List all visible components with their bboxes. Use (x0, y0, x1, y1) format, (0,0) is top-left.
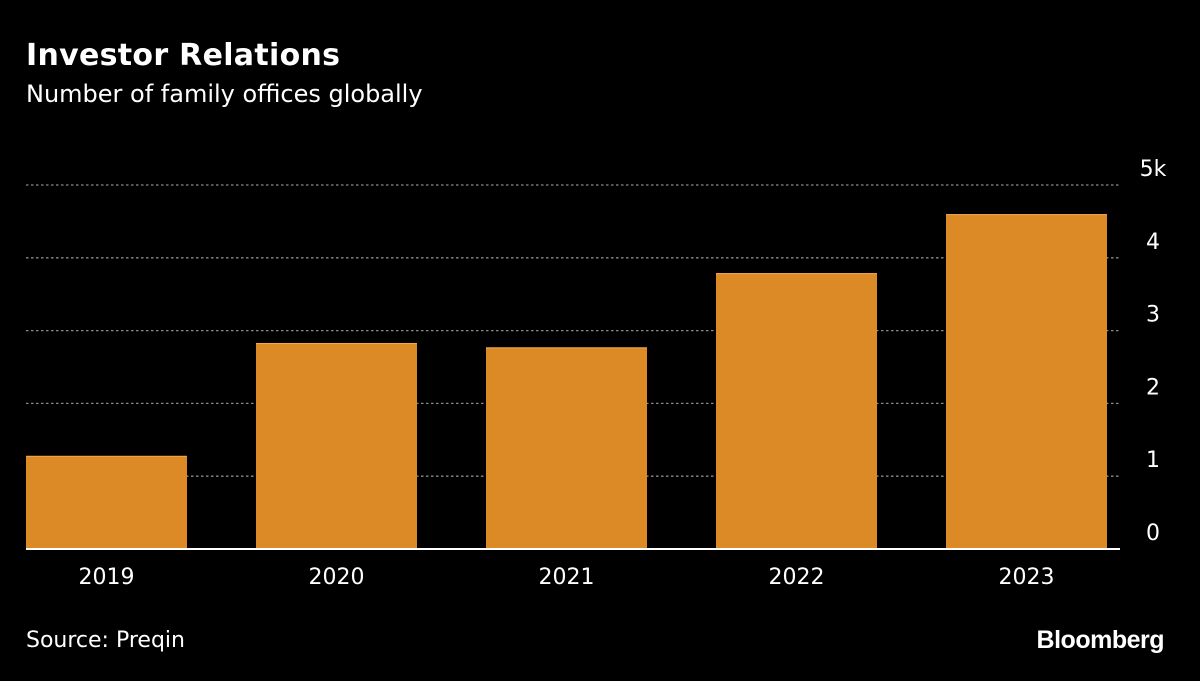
y-tick-label: 1 (1146, 448, 1160, 473)
chart-subtitle: Number of family offices globally (26, 80, 423, 108)
y-tick-label: 2 (1146, 375, 1160, 400)
bloomberg-logo: Bloomberg (1036, 626, 1165, 654)
source-note: Source: Preqin (26, 628, 185, 653)
bar-2020 (256, 342, 417, 549)
x-tick-label: 2022 (769, 565, 825, 590)
y-tick-label: 0 (1146, 521, 1160, 546)
x-tick-label: 2020 (309, 565, 365, 590)
chart-title: Investor Relations (26, 38, 341, 73)
bar-2019 (26, 455, 187, 549)
bar-2022 (716, 273, 877, 549)
x-tick-label: 2021 (539, 565, 595, 590)
bar-2021 (486, 347, 647, 549)
x-tick-label: 2019 (79, 565, 135, 590)
y-tick-label: 5k (1140, 157, 1167, 182)
bar-2023 (946, 214, 1107, 549)
y-tick-label: 4 (1146, 230, 1160, 255)
y-tick-label: 3 (1146, 303, 1160, 328)
x-tick-label: 2023 (999, 565, 1055, 590)
